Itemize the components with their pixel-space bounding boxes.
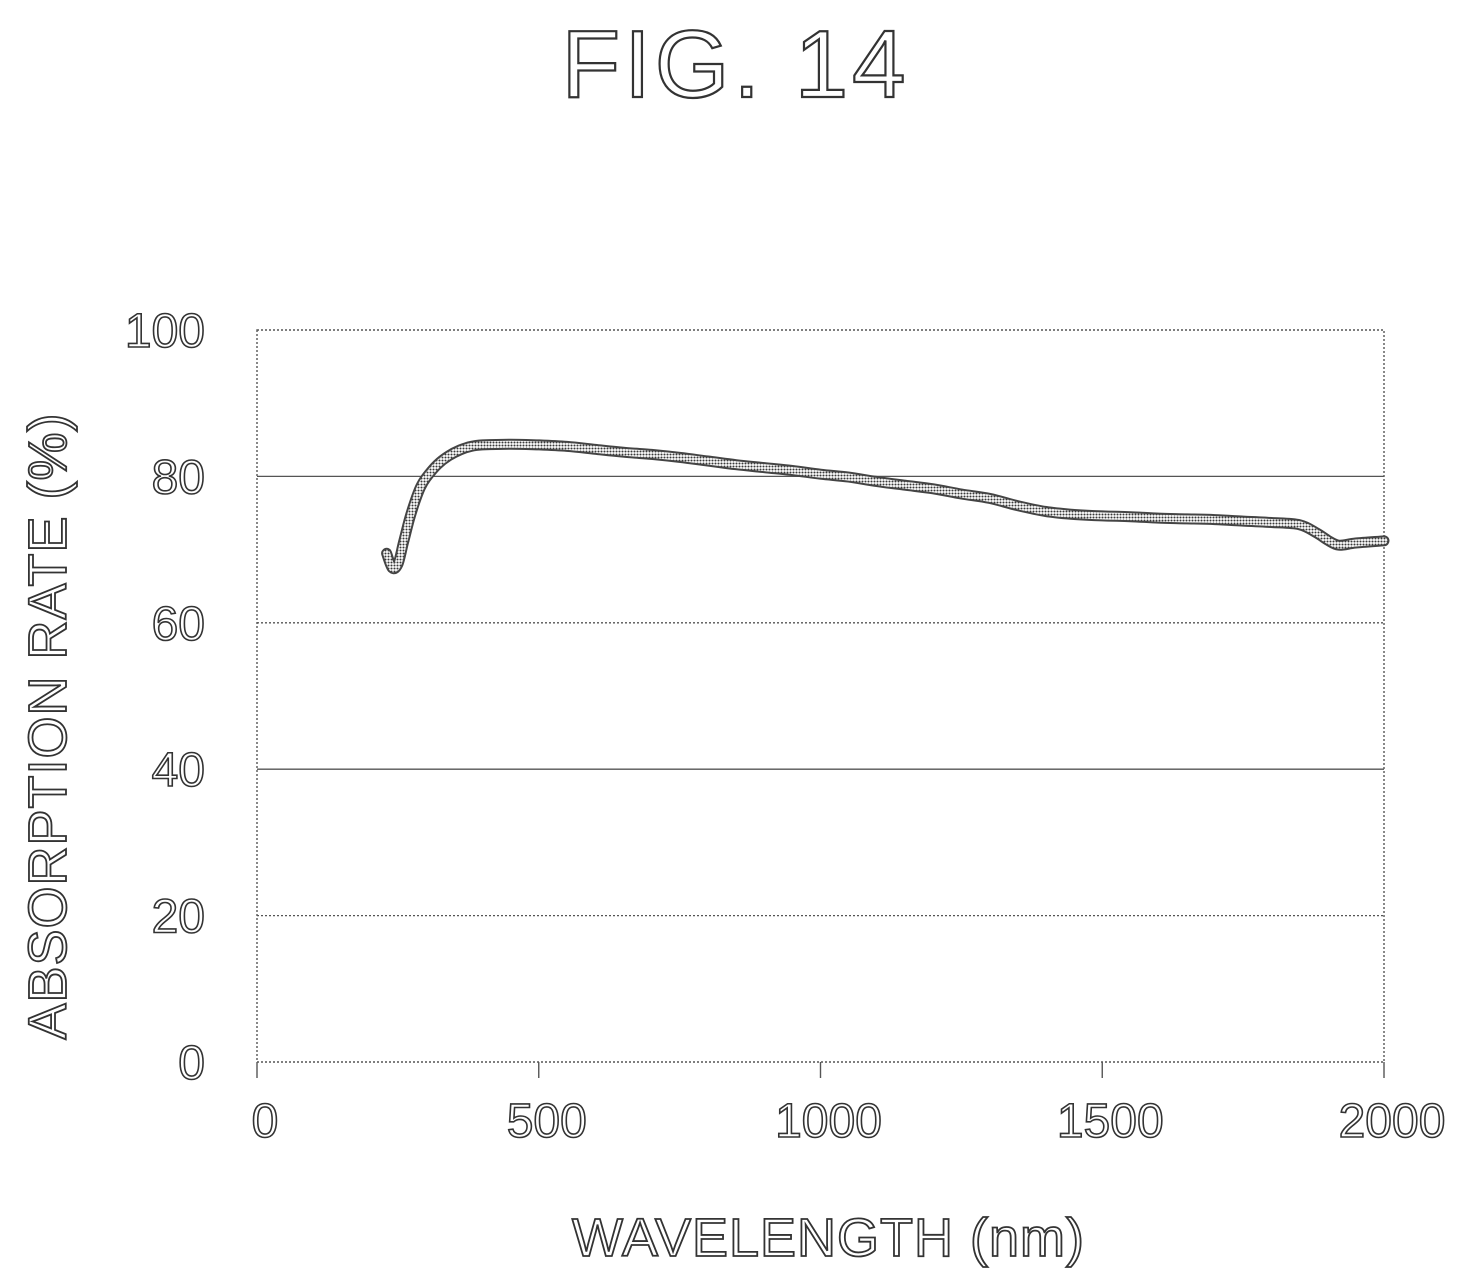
plot-frame — [256, 329, 1385, 1063]
y-tick-label: 20 — [152, 891, 205, 944]
y-axis-label: ABSORPTION RATE (%) — [18, 412, 78, 1039]
series-line-0 — [383, 440, 1388, 573]
x-tick-label: 500 — [507, 1095, 587, 1148]
gridlines — [257, 475, 1384, 917]
x-axis-label: WAVELENGTH (nm) — [572, 1208, 1085, 1268]
y-tick-label: 60 — [152, 598, 205, 651]
figure-title: FIG. 14 — [560, 10, 910, 119]
x-tick-label: 2000 — [1339, 1095, 1446, 1148]
x-tick-label: 1500 — [1057, 1095, 1164, 1148]
x-tick-label: 1000 — [775, 1095, 882, 1148]
series-outline — [381, 438, 1390, 575]
y-tick-label: 0 — [178, 1037, 205, 1090]
x-tick-label: 0 — [252, 1095, 279, 1148]
series-layer — [381, 438, 1390, 575]
y-tick-label: 40 — [152, 744, 205, 797]
y-tick-label: 80 — [152, 451, 205, 504]
y-tick-label: 100 — [125, 305, 205, 358]
